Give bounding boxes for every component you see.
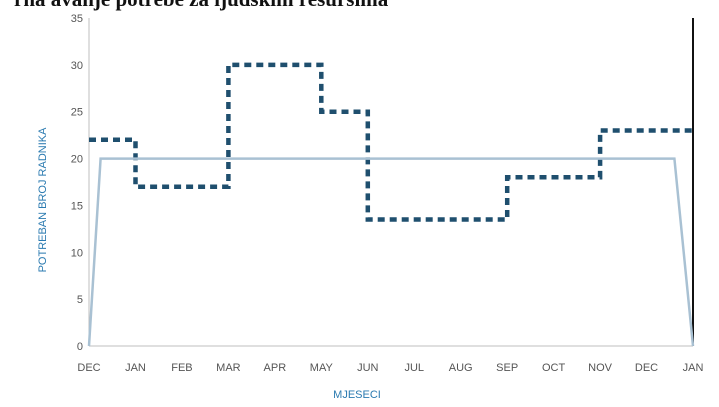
- x-tick-label: APR: [264, 362, 287, 374]
- x-tick-label: DEC: [635, 362, 658, 374]
- x-tick-label: DEC: [77, 362, 100, 374]
- x-tick-label: MAR: [216, 362, 241, 374]
- chart-title: rna avanje potrebe za ljudskim resursima: [14, 0, 388, 12]
- x-tick-label: JUL: [404, 362, 424, 374]
- x-tick-label: JUN: [357, 362, 378, 374]
- x-tick-label: SEP: [496, 362, 518, 374]
- x-tick-label: AUG: [449, 362, 473, 374]
- y-tick-label: 5: [77, 294, 83, 306]
- x-tick-label: JAN: [125, 362, 146, 374]
- x-tick-label: FEB: [171, 362, 192, 374]
- x-tick-label: OCT: [542, 362, 566, 374]
- y-axis-label: POTREBAN BROJ RADNIKA: [37, 127, 49, 273]
- x-tick-label: MAY: [310, 362, 334, 374]
- y-tick-label: 15: [71, 200, 83, 212]
- y-tick-label: 30: [71, 60, 83, 72]
- y-tick-label: 25: [71, 107, 83, 119]
- x-tick-label: NOV: [588, 362, 613, 374]
- y-tick-label: 35: [71, 13, 83, 25]
- x-tick-label: JAN: [683, 362, 704, 374]
- x-axis-label: MJESECI: [333, 389, 381, 401]
- y-tick-label: 10: [71, 247, 83, 259]
- demand-step-line: [89, 62, 693, 222]
- constant-workforce-line: [87, 157, 695, 347]
- y-tick-label: 0: [77, 341, 83, 353]
- y-tick-label: 20: [71, 154, 83, 166]
